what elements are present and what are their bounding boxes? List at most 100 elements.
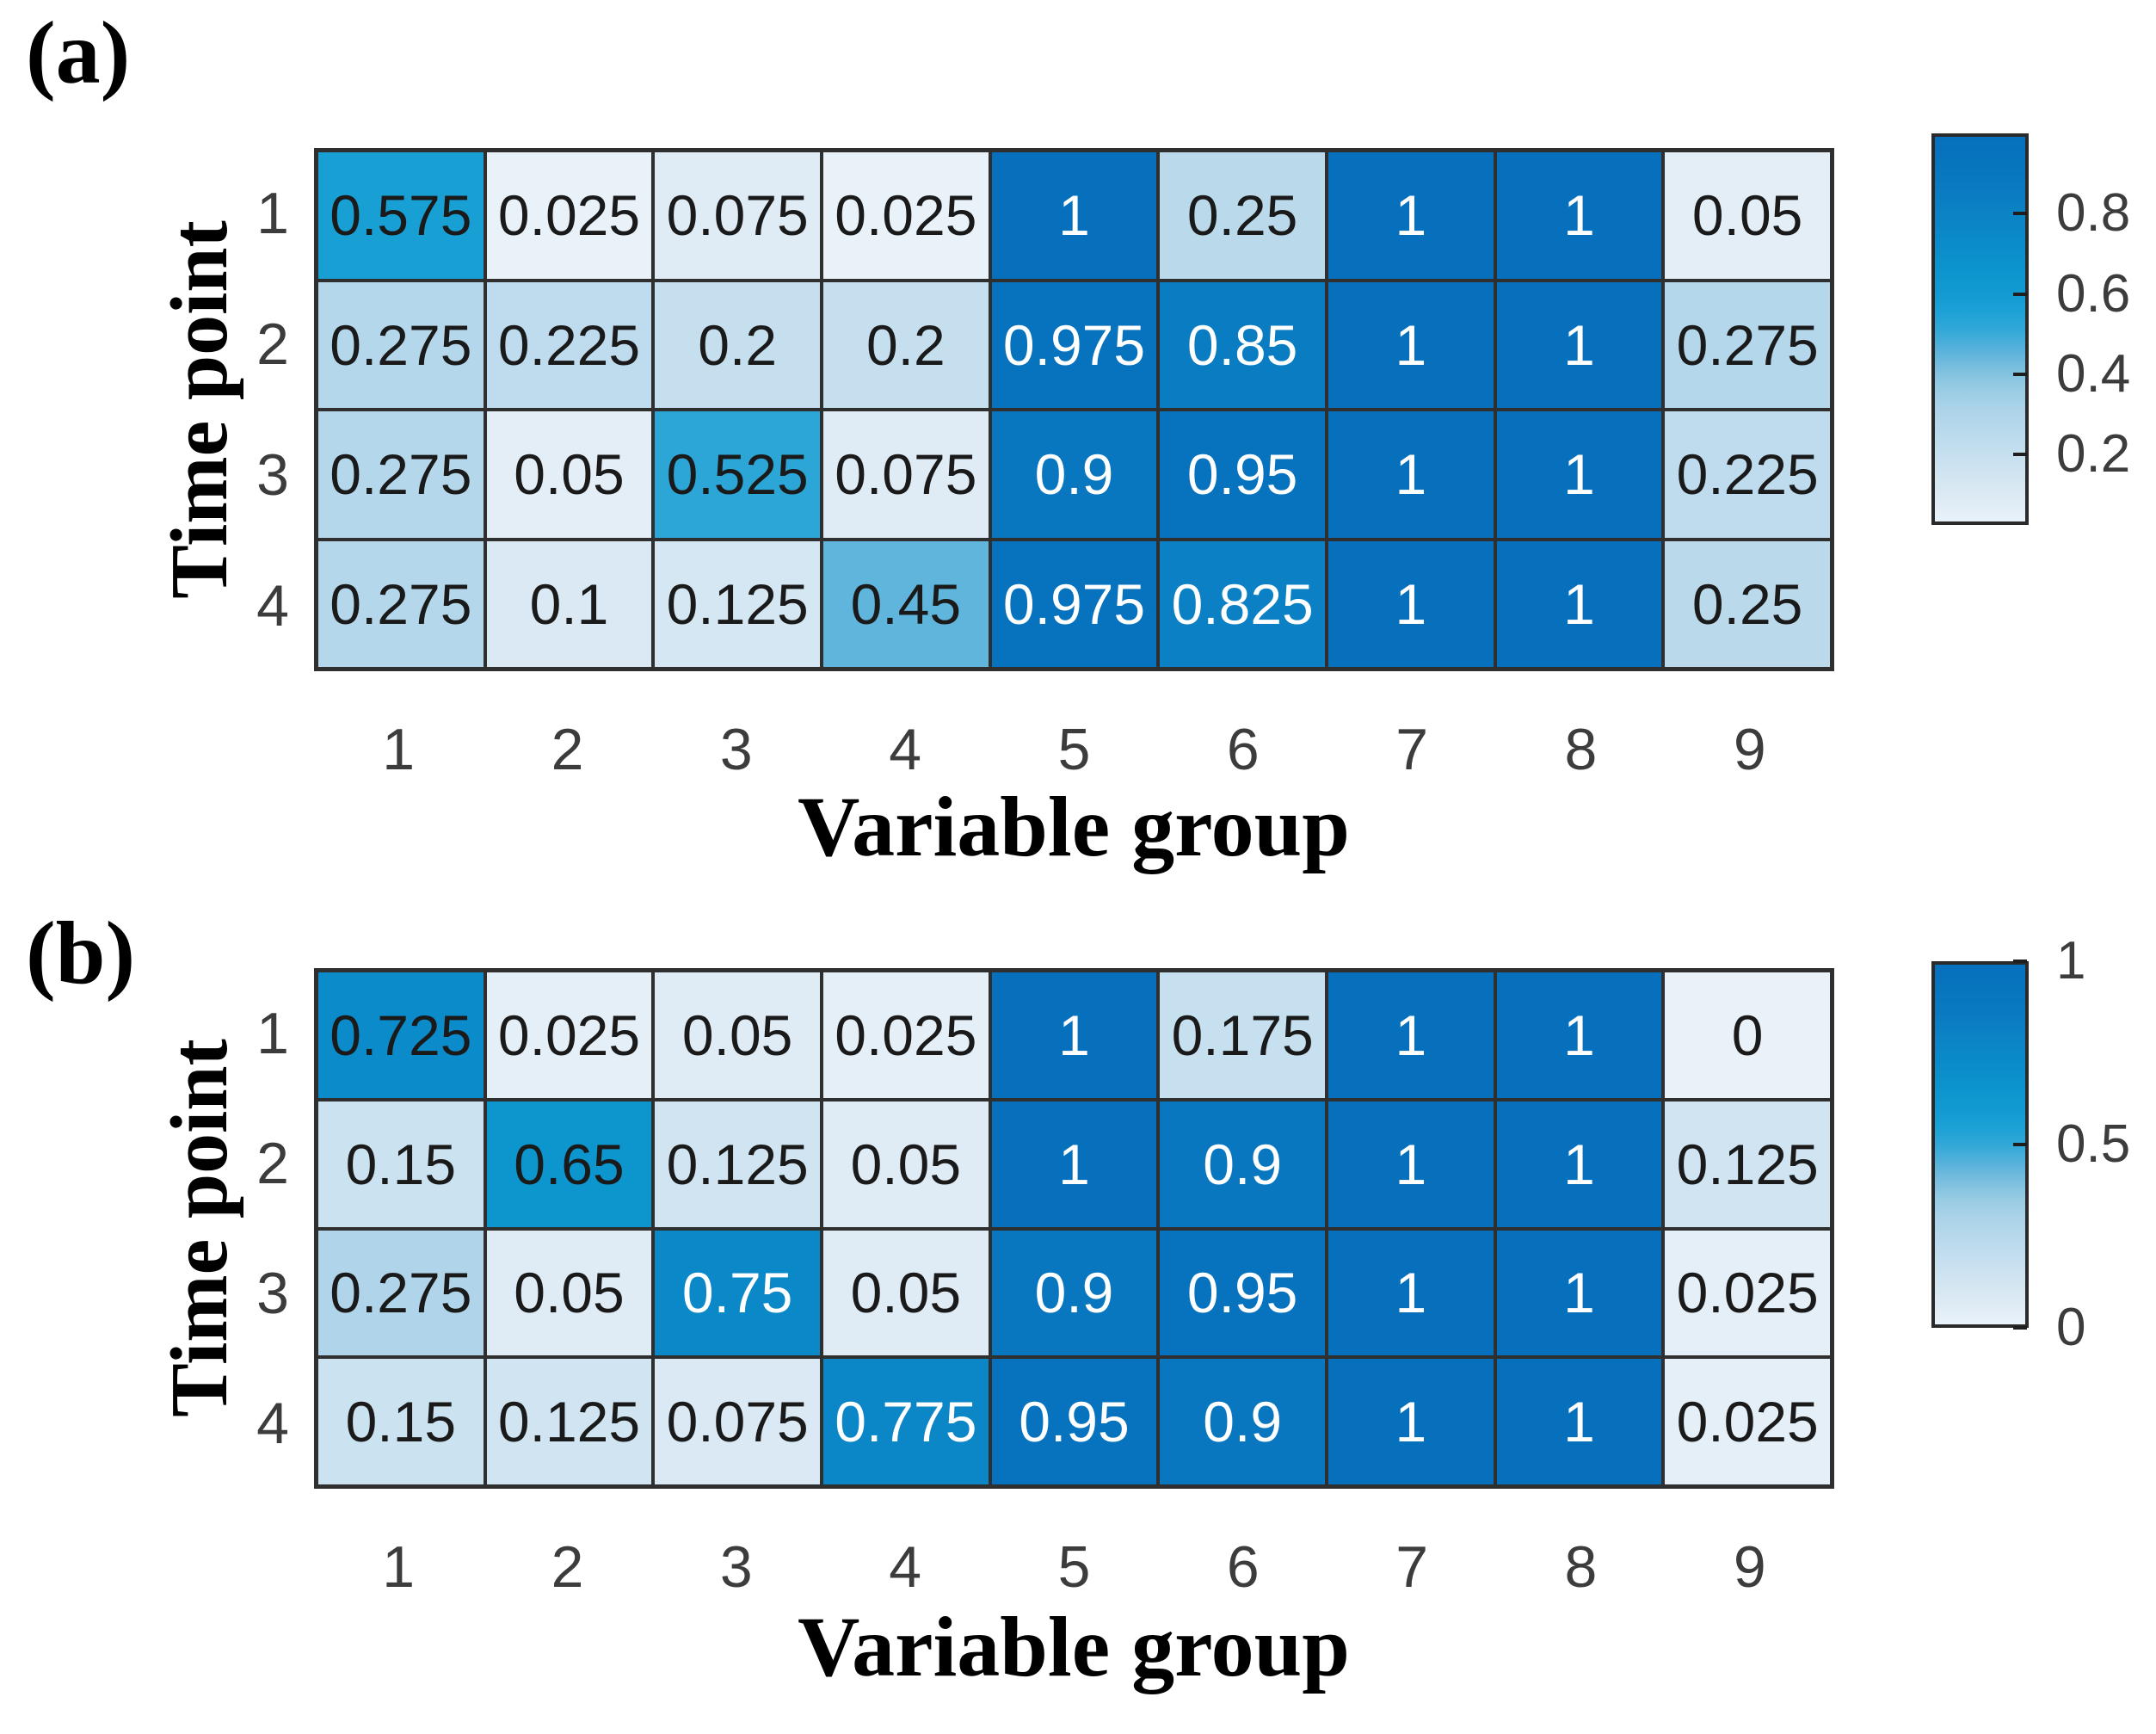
col-tick-label: 3 bbox=[719, 1534, 753, 1600]
panel-b-label: (b) bbox=[26, 904, 136, 1003]
heatmap-cell: 1 bbox=[1496, 1359, 1662, 1484]
heatmap-cell: 0.85 bbox=[1160, 281, 1325, 408]
heatmap-cell: 0.75 bbox=[655, 1230, 820, 1356]
colorbar-tick-label: 0.6 bbox=[2056, 263, 2131, 324]
heatmap-cell: 0.95 bbox=[1160, 1230, 1325, 1356]
heatmap-cell: 1 bbox=[1496, 152, 1662, 279]
heatmap-cell: 0.9 bbox=[1160, 1101, 1325, 1227]
row-tick-label: 4 bbox=[256, 1391, 289, 1457]
col-tick-label: 8 bbox=[1564, 717, 1598, 782]
row-tick-label: 2 bbox=[256, 1130, 289, 1196]
heatmap-cell: 0.125 bbox=[655, 540, 820, 667]
col-tick-label: 7 bbox=[1395, 717, 1429, 782]
heatmap-cell: 0.975 bbox=[991, 281, 1157, 408]
colorbar-tick-label: 0 bbox=[2056, 1298, 2086, 1357]
panel-a-col-tick-labels: 1 2 3 4 5 6 7 8 9 bbox=[314, 716, 1834, 783]
panel-b-x-axis-title: Variable group bbox=[798, 1599, 1350, 1694]
heatmap-cell: 1 bbox=[1328, 281, 1494, 408]
colorbar-tick-mark bbox=[2013, 960, 2027, 963]
colorbar-tick-mark bbox=[2013, 212, 2027, 216]
heatmap-cell: 0.1 bbox=[486, 540, 652, 667]
col-tick-label: 9 bbox=[1733, 717, 1766, 782]
heatmap-cell: 0.15 bbox=[318, 1101, 484, 1227]
panel-b-heatmap: 0.725 0.025 0.05 0.025 1 0.175 1 1 0 0.15 0.65 0.12… bbox=[314, 968, 1834, 1489]
col-tick-label: 2 bbox=[551, 717, 584, 782]
heatmap-cell: 0.05 bbox=[655, 972, 820, 1098]
col-tick-label: 4 bbox=[889, 1534, 922, 1600]
row-tick-label: 3 bbox=[256, 1261, 289, 1327]
heatmap-cell: 0.95 bbox=[1160, 411, 1325, 538]
colorbar-tick-label: 0.4 bbox=[2056, 344, 2131, 404]
heatmap-cell: 0.025 bbox=[486, 152, 652, 279]
heatmap-cell: 1 bbox=[1328, 540, 1494, 667]
col-tick-label: 5 bbox=[1057, 717, 1091, 782]
row-tick-label: 3 bbox=[256, 442, 289, 508]
colorbar-tick-label: 0.8 bbox=[2056, 183, 2131, 244]
heatmap-cell: 0.05 bbox=[823, 1230, 989, 1356]
col-tick-label: 2 bbox=[551, 1534, 584, 1600]
heatmap-cell: 0.05 bbox=[486, 1230, 652, 1356]
heatmap-cell: 0.95 bbox=[991, 1359, 1157, 1484]
heatmap-cell: 1 bbox=[1328, 1101, 1494, 1227]
row-tick-label: 2 bbox=[256, 312, 289, 377]
col-tick-label: 1 bbox=[382, 1534, 416, 1600]
heatmap-cell: 0.45 bbox=[823, 540, 989, 667]
col-tick-label: 3 bbox=[719, 717, 753, 782]
heatmap-cell: 0.075 bbox=[823, 411, 989, 538]
colorbar-tick-mark bbox=[2013, 1143, 2027, 1146]
panel-b-col-tick-labels: 1 2 3 4 5 6 7 8 9 bbox=[314, 1533, 1834, 1601]
heatmap-cell: 0.05 bbox=[1665, 152, 1830, 279]
heatmap-cell: 0.25 bbox=[1665, 540, 1830, 667]
panel-a-heatmap: 0.575 0.025 0.075 0.025 1 0.25 1 1 0.05 0.275 0.22… bbox=[314, 148, 1834, 671]
heatmap-cell: 0.05 bbox=[486, 411, 652, 538]
heatmap-cell: 1 bbox=[1496, 972, 1662, 1098]
row-tick-label: 1 bbox=[256, 181, 289, 246]
panel-a-colorbar bbox=[1931, 133, 2029, 525]
heatmap-cell: 0.9 bbox=[1160, 1359, 1325, 1484]
heatmap-cell: 0.525 bbox=[655, 411, 820, 538]
col-tick-label: 6 bbox=[1226, 717, 1260, 782]
heatmap-cell: 0 bbox=[1665, 972, 1830, 1098]
heatmap-cell: 1 bbox=[1328, 152, 1494, 279]
heatmap-cell: 0.075 bbox=[655, 1359, 820, 1484]
colorbar-tick-mark bbox=[2013, 292, 2027, 296]
panel-b-row-tick-labels: 1 2 3 4 bbox=[0, 968, 289, 1489]
colorbar-tick-mark bbox=[2013, 1326, 2027, 1330]
heatmap-cell: 1 bbox=[991, 1101, 1157, 1227]
heatmap-cell: 1 bbox=[1496, 1101, 1662, 1227]
heatmap-cell: 0.725 bbox=[318, 972, 484, 1098]
col-tick-label: 9 bbox=[1733, 1534, 1766, 1600]
panel-b-colorbar bbox=[1931, 961, 2029, 1328]
heatmap-cell: 0.225 bbox=[1665, 411, 1830, 538]
colorbar-tick-label: 1 bbox=[2056, 931, 2086, 990]
heatmap-cell: 0.825 bbox=[1160, 540, 1325, 667]
colorbar-tick-mark bbox=[2013, 453, 2027, 457]
heatmap-cell: 0.025 bbox=[823, 972, 989, 1098]
colorbar-tick-mark bbox=[2013, 373, 2027, 376]
heatmap-cell: 0.225 bbox=[486, 281, 652, 408]
colorbar-tick-label: 0.2 bbox=[2056, 424, 2131, 484]
heatmap-cell: 1 bbox=[1328, 972, 1494, 1098]
heatmap-cell: 0.025 bbox=[1665, 1359, 1830, 1484]
row-tick-label: 4 bbox=[256, 573, 289, 639]
heatmap-cell: 0.15 bbox=[318, 1359, 484, 1484]
panel-a-label: (a) bbox=[26, 3, 131, 102]
heatmap-cell: 1 bbox=[1496, 540, 1662, 667]
row-tick-label: 1 bbox=[256, 1000, 289, 1066]
heatmap-cell: 1 bbox=[1496, 411, 1662, 538]
heatmap-cell: 0.025 bbox=[486, 972, 652, 1098]
heatmap-cell: 1 bbox=[1328, 1230, 1494, 1356]
panel-a-row-tick-labels: 1 2 3 4 bbox=[0, 148, 289, 671]
heatmap-cell: 1 bbox=[1328, 411, 1494, 538]
heatmap-cell: 0.125 bbox=[655, 1101, 820, 1227]
heatmap-cell: 0.2 bbox=[823, 281, 989, 408]
heatmap-cell: 0.575 bbox=[318, 152, 484, 279]
panel-a-x-axis-title: Variable group bbox=[798, 779, 1350, 874]
heatmap-cell: 0.025 bbox=[823, 152, 989, 279]
heatmap-cell: 0.975 bbox=[991, 540, 1157, 667]
colorbar-tick-label: 0.5 bbox=[2056, 1114, 2131, 1174]
heatmap-cell: 1 bbox=[991, 152, 1157, 279]
